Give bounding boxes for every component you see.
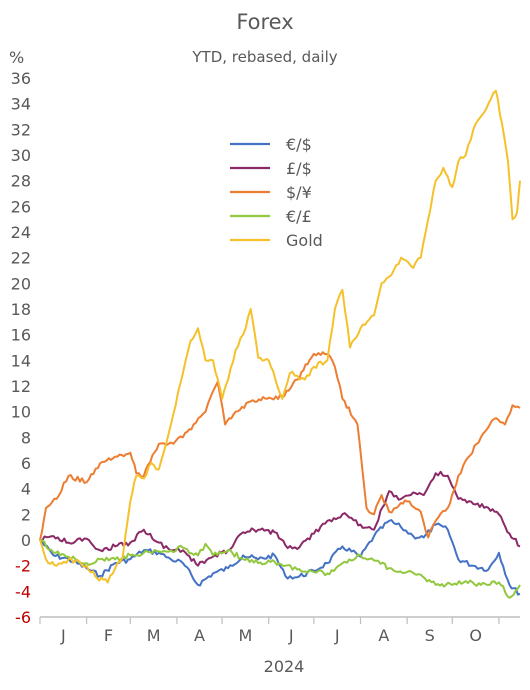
y-tick-label: -2 <box>15 557 31 576</box>
chart-title: Forex <box>236 10 293 34</box>
legend-label: €/$ <box>286 135 312 154</box>
series-line <box>39 470 521 567</box>
chart-subtitle: YTD, rebased, daily <box>191 48 337 66</box>
x-tick-label: O <box>469 626 482 645</box>
y-tick-label: 22 <box>11 249 31 268</box>
y-tick-label: 12 <box>11 377 31 396</box>
y-axis-unit-label: % <box>9 48 24 67</box>
y-tick-label: 6 <box>21 454 31 473</box>
y-tick-label: 32 <box>11 120 31 139</box>
y-tick-label: -6 <box>15 608 31 627</box>
y-tick-label: 14 <box>11 351 31 370</box>
y-tick-label: 8 <box>21 428 31 447</box>
y-tick-label: 0 <box>21 531 31 550</box>
series-lines <box>39 89 521 599</box>
y-tick-label: 34 <box>11 95 31 114</box>
y-tick-label: 2 <box>21 505 31 524</box>
x-axis-label: 2024 <box>264 657 305 676</box>
y-tick-label: 4 <box>21 480 31 499</box>
series-line <box>39 89 521 584</box>
x-tick-label: J <box>60 626 66 645</box>
legend-label: $/¥ <box>286 183 312 202</box>
x-tick-label: A <box>194 626 205 645</box>
y-tick-label: 18 <box>11 300 31 319</box>
legend-label: €/£ <box>286 207 312 226</box>
x-tick-label: M <box>238 626 252 645</box>
legend: €/$ £/$ $/¥ €/£ Gold <box>230 135 323 250</box>
series-line <box>39 351 521 541</box>
y-tick-label: 16 <box>11 326 31 345</box>
x-tick-label: J <box>334 626 340 645</box>
y-tick-label: -4 <box>15 582 31 601</box>
y-tick-label: 28 <box>11 172 31 191</box>
y-tick-label: 26 <box>11 197 31 216</box>
y-tick-label: 10 <box>11 403 31 422</box>
legend-label: £/$ <box>286 159 312 178</box>
x-tick-label: M <box>147 626 161 645</box>
x-tick-label: J <box>288 626 294 645</box>
legend-label: Gold <box>286 231 323 250</box>
x-tick-label: A <box>378 626 389 645</box>
x-tick-label: F <box>104 626 113 645</box>
y-tick-label: 20 <box>11 274 31 293</box>
x-tick-label: S <box>425 626 435 645</box>
series-line <box>39 539 521 599</box>
y-tick-label: 36 <box>11 69 31 88</box>
y-tick-label: 30 <box>11 146 31 165</box>
y-tick-label: 24 <box>11 223 31 242</box>
